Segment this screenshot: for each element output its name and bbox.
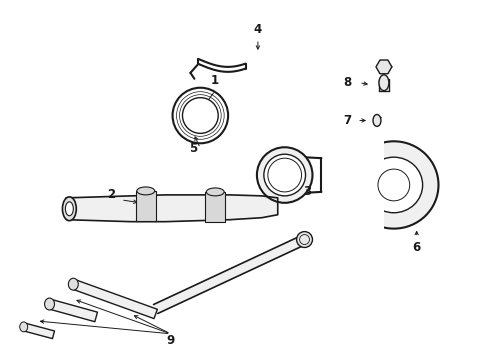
Ellipse shape [365, 157, 422, 213]
Text: 8: 8 [343, 76, 351, 89]
Ellipse shape [206, 188, 224, 196]
Polygon shape [66, 195, 278, 222]
Polygon shape [72, 279, 157, 319]
Ellipse shape [264, 154, 306, 196]
Ellipse shape [182, 98, 218, 133]
Ellipse shape [257, 147, 313, 203]
Ellipse shape [69, 278, 78, 290]
Polygon shape [48, 299, 98, 322]
Polygon shape [23, 323, 54, 339]
Ellipse shape [172, 88, 228, 143]
Polygon shape [376, 60, 392, 74]
Ellipse shape [296, 231, 313, 247]
Ellipse shape [20, 322, 28, 332]
Text: 7: 7 [343, 114, 351, 127]
Ellipse shape [137, 187, 155, 195]
Bar [329, 135, 384, 235]
Ellipse shape [45, 298, 54, 310]
Ellipse shape [65, 202, 74, 216]
Text: 9: 9 [167, 334, 175, 347]
Polygon shape [136, 191, 156, 221]
Text: 4: 4 [254, 23, 262, 36]
Ellipse shape [349, 141, 439, 229]
Text: 1: 1 [211, 74, 220, 87]
Text: 6: 6 [413, 241, 421, 254]
Ellipse shape [373, 114, 381, 126]
Text: 3: 3 [303, 185, 312, 198]
Text: 2: 2 [107, 188, 115, 201]
Ellipse shape [379, 75, 389, 91]
Polygon shape [205, 192, 225, 222]
Text: 5: 5 [189, 142, 197, 155]
Ellipse shape [62, 197, 76, 221]
Polygon shape [153, 235, 307, 314]
